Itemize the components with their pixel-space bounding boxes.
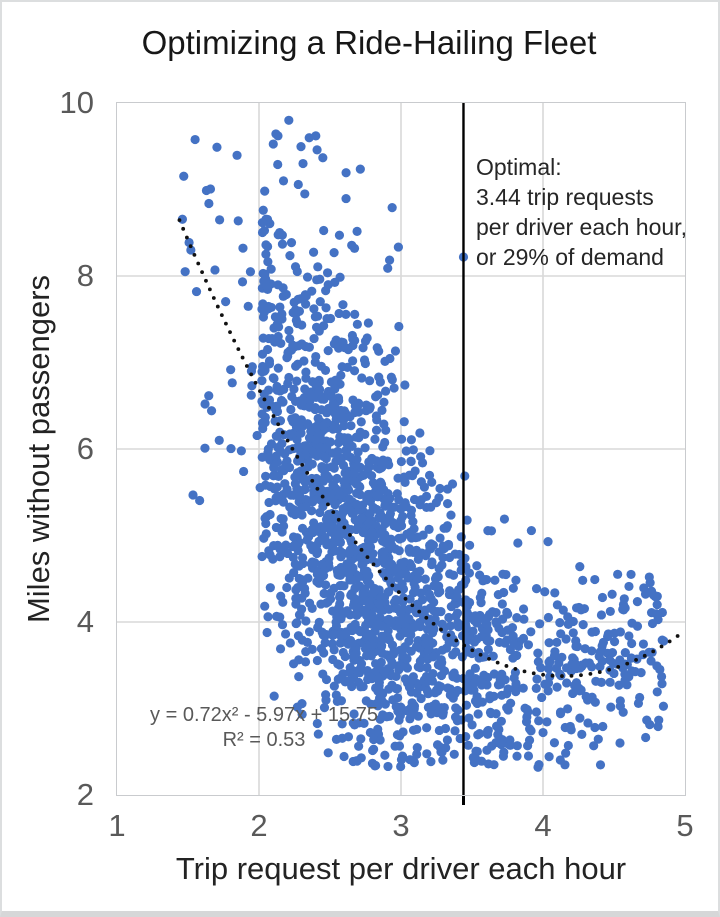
- y-tick-label: 4: [76, 604, 94, 639]
- plot-area-border: [116, 102, 686, 796]
- x-tick-label: 4: [534, 808, 552, 843]
- x-axis-title: Trip request per driver each hour: [175, 851, 627, 886]
- y-tick-label: 2: [76, 777, 94, 812]
- annotation-line: or 29% of demand: [476, 244, 664, 270]
- optimal-line-axis-tick: [462, 796, 465, 805]
- x-tick-label: 3: [392, 808, 410, 843]
- x-tick-label: 1: [108, 808, 126, 843]
- annotation-line: 3.44 trip requests: [476, 184, 654, 210]
- annotation-line: Optimal:: [476, 154, 562, 180]
- x-tick-label: 5: [676, 808, 694, 843]
- annotation-line: per driver each hour,: [476, 214, 687, 240]
- y-tick-label: 10: [59, 85, 94, 120]
- x-tick-label: 2: [250, 808, 268, 843]
- chart-title: Optimizing a Ride-Hailing Fleet: [141, 24, 597, 61]
- equation-line: R² = 0.53: [222, 729, 306, 751]
- y-tick-label: 8: [76, 258, 94, 293]
- equation-line: y = 0.72x² - 5.97x + 15.75: [150, 704, 378, 726]
- y-tick-label: 6: [76, 431, 94, 466]
- optimal-annotation: Optimal: 3.44 trip requests per driver e…: [476, 152, 716, 272]
- scatter-plot-canvas: [117, 103, 685, 795]
- trendline-equation: y = 0.72x² - 5.97x + 15.75 R² = 0.53: [113, 703, 415, 753]
